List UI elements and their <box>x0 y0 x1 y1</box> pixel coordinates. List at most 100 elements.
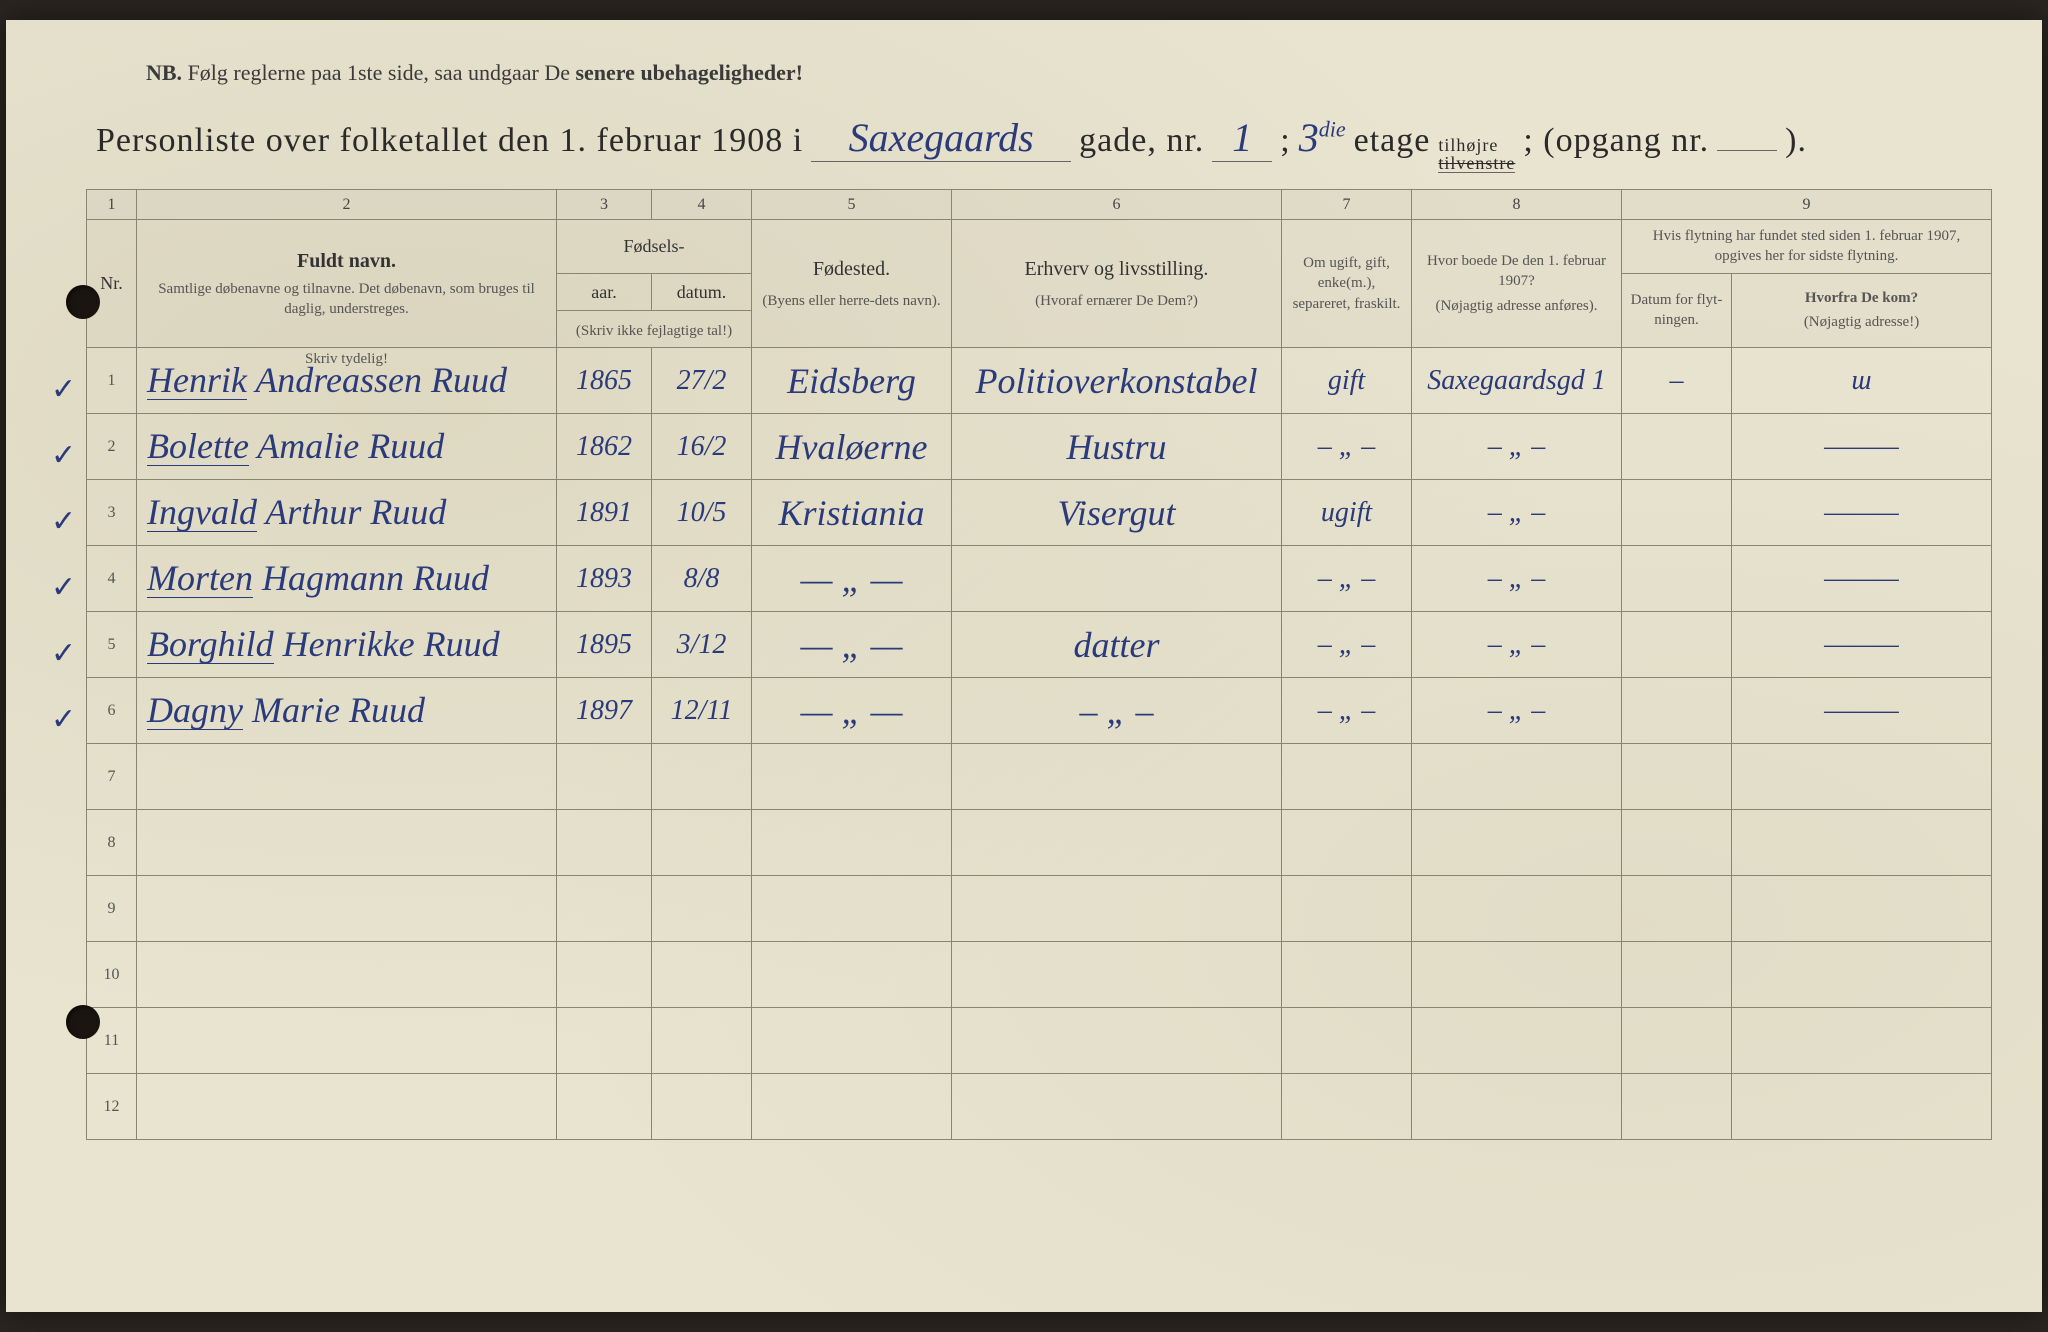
cell-move-date <box>1622 744 1732 810</box>
cell-move-from: ——— <box>1732 480 1992 546</box>
cell-prev-addr <box>1412 810 1622 876</box>
cell-date: 12/11 <box>652 678 752 744</box>
cell-prev-addr <box>1412 1008 1622 1074</box>
table-row: 7 <box>87 744 1992 810</box>
table-row: 12 <box>87 1074 1992 1140</box>
cell-nr: 9 <box>87 876 137 942</box>
cell-marital <box>1282 1074 1412 1140</box>
cell-name <box>137 876 557 942</box>
hdr-move-date: Datum for flyt-ningen. <box>1622 273 1732 348</box>
cell-move-from: ——— <box>1732 546 1992 612</box>
cell-birthplace: Eidsberg <box>752 348 952 414</box>
check-mark: ✓ <box>51 372 76 407</box>
cell-move-date <box>1622 414 1732 480</box>
cell-occupation <box>952 744 1282 810</box>
cell-birthplace <box>752 744 952 810</box>
cell-name <box>137 810 557 876</box>
hdr-move-from: Hvorfra De kom? (Nøjagtig adresse!) <box>1732 273 1992 348</box>
cell-year: 1895 <box>557 612 652 678</box>
hdr-move-group: Hvis flytning har fundet sted siden 1. f… <box>1622 220 1992 274</box>
cell-name: Morten Hagmann Ruud <box>137 546 557 612</box>
cell-birthplace: — „ — <box>752 546 952 612</box>
cell-date <box>652 942 752 1008</box>
cell-year: 1897 <box>557 678 652 744</box>
column-number-row: 1 2 3 4 5 6 7 8 9 <box>87 190 1992 220</box>
cell-name: Skriv tydelig!Henrik Andreassen Ruud <box>137 348 557 414</box>
colnum: 5 <box>752 190 952 220</box>
cell-move-from <box>1732 744 1992 810</box>
check-mark: ✓ <box>51 702 76 737</box>
cell-name <box>137 1074 557 1140</box>
cell-birthplace <box>752 1074 952 1140</box>
cell-year <box>557 876 652 942</box>
cell-date <box>652 810 752 876</box>
cell-date <box>652 876 752 942</box>
cell-move-date <box>1622 480 1732 546</box>
check-mark: ✓ <box>51 570 76 605</box>
cell-move-from: ——— <box>1732 612 1992 678</box>
cell-date: 10/5 <box>652 480 752 546</box>
cell-nr: ✓ 6 <box>87 678 137 744</box>
cell-occupation <box>952 546 1282 612</box>
cell-move-from <box>1732 810 1992 876</box>
cell-move-from <box>1732 1074 1992 1140</box>
house-number: 1 <box>1212 114 1272 162</box>
cell-marital: – „ – <box>1282 678 1412 744</box>
cell-move-date <box>1622 1074 1732 1140</box>
table-row: 8 <box>87 810 1992 876</box>
colnum: 6 <box>952 190 1282 220</box>
cell-birthplace <box>752 876 952 942</box>
cell-birthplace <box>752 810 952 876</box>
table-row: 10 <box>87 942 1992 1008</box>
cell-nr: 10 <box>87 942 137 1008</box>
colnum: 3 <box>557 190 652 220</box>
cell-name <box>137 942 557 1008</box>
table-row: 11 <box>87 1008 1992 1074</box>
cell-prev-addr: – „ – <box>1412 414 1622 480</box>
opgang-value <box>1717 150 1777 151</box>
cell-prev-addr <box>1412 1074 1622 1140</box>
nb-text: Følg reglerne paa 1ste side, saa undgaar… <box>188 60 570 85</box>
hdr-occupation: Erhverv og livsstilling. (Hvoraf ernærer… <box>952 220 1282 348</box>
cell-year <box>557 744 652 810</box>
cell-occupation: Politioverkonstabel <box>952 348 1282 414</box>
cell-name: Borghild Henrikke Ruud <box>137 612 557 678</box>
cell-year <box>557 1074 652 1140</box>
cell-move-date <box>1622 612 1732 678</box>
cell-occupation: Visergut <box>952 480 1282 546</box>
cell-occupation <box>952 1074 1282 1140</box>
cell-birthplace <box>752 942 952 1008</box>
header-row-1: Nr. Fuldt navn. Samtlige døbenavne og ti… <box>87 220 1992 274</box>
cell-prev-addr <box>1412 744 1622 810</box>
colnum: 7 <box>1282 190 1412 220</box>
cell-marital: – „ – <box>1282 546 1412 612</box>
cell-year: 1891 <box>557 480 652 546</box>
opgang-label: ; (opgang nr. <box>1523 122 1709 160</box>
cell-move-from <box>1732 876 1992 942</box>
form-title: Personliste over folketallet den 1. febr… <box>96 114 1992 173</box>
hdr-year: aar. <box>557 273 652 310</box>
cell-marital <box>1282 876 1412 942</box>
colnum: 4 <box>652 190 752 220</box>
cell-marital <box>1282 942 1412 1008</box>
cell-occupation: – „ – <box>952 678 1282 744</box>
cell-move-from: ɯ <box>1732 348 1992 414</box>
cell-marital: ugift <box>1282 480 1412 546</box>
cell-nr: ✓ 4 <box>87 546 137 612</box>
skriv-tydelig: Skriv tydelig! <box>305 351 388 368</box>
cell-birthplace: — „ — <box>752 612 952 678</box>
colnum: 2 <box>137 190 557 220</box>
cell-year: 1862 <box>557 414 652 480</box>
cell-prev-addr <box>1412 876 1622 942</box>
cell-move-date <box>1622 1008 1732 1074</box>
nb-warning: NB. Følg reglerne paa 1ste side, saa und… <box>146 60 1992 86</box>
cell-marital <box>1282 744 1412 810</box>
cell-marital <box>1282 810 1412 876</box>
cell-date <box>652 1008 752 1074</box>
cell-name <box>137 1008 557 1074</box>
cell-nr: ✓ 1 <box>87 348 137 414</box>
hdr-nr: Nr. <box>87 220 137 348</box>
hdr-prev-addr: Hvor boede De den 1. februar 1907? (Nøja… <box>1412 220 1622 348</box>
cell-move-from <box>1732 1008 1992 1074</box>
cell-occupation <box>952 1008 1282 1074</box>
